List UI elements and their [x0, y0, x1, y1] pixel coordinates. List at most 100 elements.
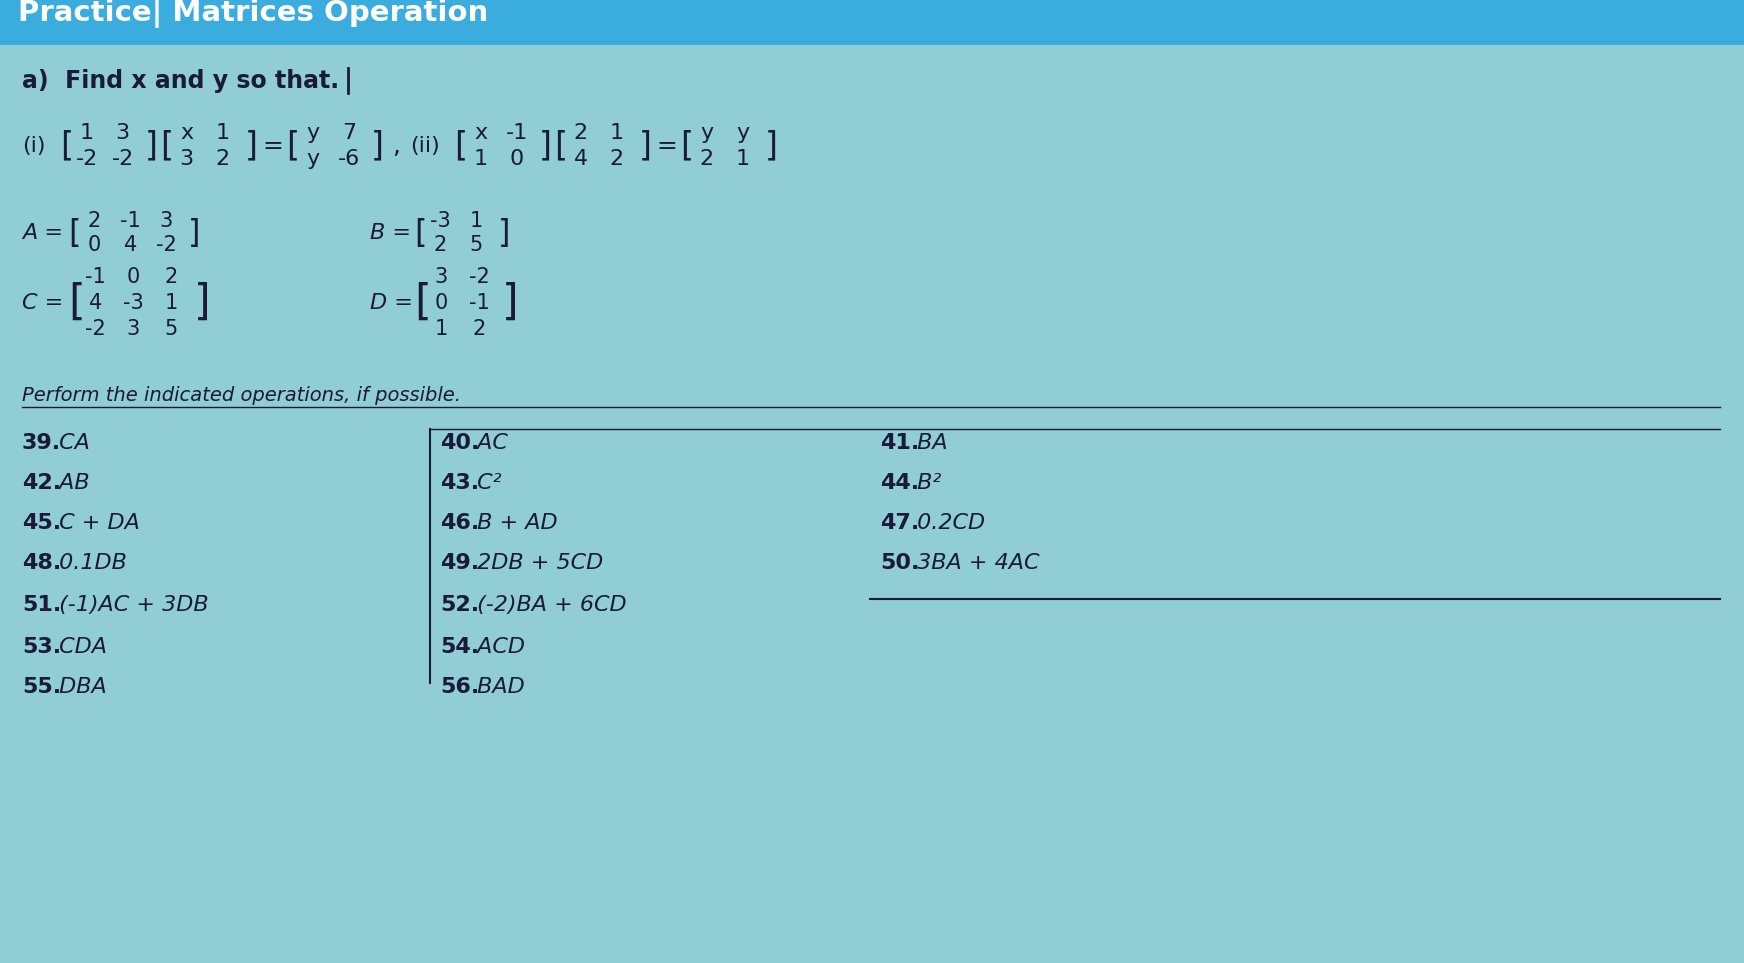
Text: -2: -2: [469, 267, 490, 287]
Text: 4: 4: [89, 293, 101, 313]
Text: ]: ]: [371, 129, 384, 163]
Text: 2: 2: [574, 123, 588, 143]
Text: 3: 3: [180, 149, 194, 169]
Text: 2: 2: [434, 235, 446, 255]
Text: C =: C =: [23, 293, 63, 313]
Text: 45.: 45.: [23, 513, 61, 533]
Text: [: [: [286, 129, 298, 163]
Text: =: =: [656, 134, 677, 158]
Text: B²: B²: [910, 473, 942, 493]
Text: (ii): (ii): [410, 136, 439, 156]
Text: -3: -3: [429, 211, 450, 231]
Text: 0: 0: [434, 293, 448, 313]
Text: x: x: [180, 123, 194, 143]
Text: (-2)BA + 6CD: (-2)BA + 6CD: [469, 595, 626, 615]
Text: ,: ,: [392, 134, 399, 158]
Text: 3BA + 4AC: 3BA + 4AC: [910, 553, 1039, 573]
Text: 39.: 39.: [23, 433, 61, 453]
Text: 53.: 53.: [23, 637, 61, 657]
Text: y: y: [307, 123, 319, 143]
Text: ]: ]: [502, 282, 520, 324]
Text: CDA: CDA: [52, 637, 106, 657]
Text: 1: 1: [474, 149, 488, 169]
Text: 46.: 46.: [439, 513, 480, 533]
Text: =: =: [262, 134, 283, 158]
Text: 3: 3: [115, 123, 129, 143]
Text: 41.: 41.: [881, 433, 919, 453]
Text: ]: ]: [766, 129, 778, 163]
Text: 1: 1: [469, 211, 483, 231]
Text: -2: -2: [112, 149, 134, 169]
Text: 3: 3: [160, 211, 173, 231]
Text: B + AD: B + AD: [469, 513, 558, 533]
Text: 43.: 43.: [439, 473, 480, 493]
Text: 3: 3: [127, 319, 140, 339]
Text: 2: 2: [699, 149, 713, 169]
Text: [: [: [453, 129, 467, 163]
Text: 44.: 44.: [881, 473, 919, 493]
Text: 2: 2: [216, 149, 230, 169]
Text: -1: -1: [120, 211, 141, 231]
Text: 50.: 50.: [881, 553, 919, 573]
Text: (i): (i): [23, 136, 45, 156]
Text: Practice| Matrices Operation: Practice| Matrices Operation: [17, 0, 488, 28]
Text: 4: 4: [124, 235, 136, 255]
Text: ]: ]: [188, 218, 201, 248]
Text: 0.1DB: 0.1DB: [52, 553, 127, 573]
Text: 56.: 56.: [439, 677, 480, 697]
Text: 52.: 52.: [439, 595, 480, 615]
Text: 2DB + 5CD: 2DB + 5CD: [469, 553, 603, 573]
Text: [: [: [413, 282, 431, 324]
Text: 55.: 55.: [23, 677, 61, 697]
Text: 47.: 47.: [881, 513, 919, 533]
Text: 2: 2: [164, 267, 178, 287]
Text: -6: -6: [338, 149, 359, 169]
Text: ACD: ACD: [469, 637, 525, 657]
Text: 4: 4: [574, 149, 588, 169]
Text: AC: AC: [469, 433, 508, 453]
Text: DBA: DBA: [52, 677, 106, 697]
Text: 40.: 40.: [439, 433, 480, 453]
Text: 5: 5: [164, 319, 178, 339]
Text: [: [: [160, 129, 173, 163]
Text: [: [: [59, 129, 73, 163]
Text: -3: -3: [122, 293, 143, 313]
Text: [: [: [68, 282, 85, 324]
Text: ]: ]: [499, 218, 511, 248]
Text: [: [: [413, 218, 427, 248]
Text: ]: ]: [145, 129, 157, 163]
Text: ]: ]: [638, 129, 652, 163]
Text: D =: D =: [370, 293, 413, 313]
Text: C²: C²: [469, 473, 502, 493]
Text: 0: 0: [509, 149, 523, 169]
Text: -2: -2: [75, 149, 98, 169]
Text: 49.: 49.: [439, 553, 480, 573]
Text: y: y: [701, 123, 713, 143]
Text: 1: 1: [434, 319, 448, 339]
Text: -2: -2: [85, 319, 106, 339]
Text: y: y: [307, 149, 319, 169]
Text: -1: -1: [85, 267, 106, 287]
Text: 7: 7: [342, 123, 356, 143]
Text: ]: ]: [194, 282, 211, 324]
Text: BAD: BAD: [469, 677, 525, 697]
Text: -1: -1: [506, 123, 528, 143]
Text: (-1)AC + 3DB: (-1)AC + 3DB: [52, 595, 209, 615]
Text: 48.: 48.: [23, 553, 61, 573]
Text: 5: 5: [469, 235, 483, 255]
Text: y: y: [736, 123, 750, 143]
Text: 1: 1: [610, 123, 624, 143]
Text: [: [: [68, 218, 80, 248]
Text: AB: AB: [52, 473, 89, 493]
Text: 54.: 54.: [439, 637, 480, 657]
Text: 1: 1: [164, 293, 178, 313]
Text: CA: CA: [52, 433, 91, 453]
Text: [: [: [555, 129, 567, 163]
Text: Perform the indicated operations, if possible.: Perform the indicated operations, if pos…: [23, 385, 460, 404]
FancyBboxPatch shape: [0, 0, 1744, 45]
Text: 1: 1: [216, 123, 230, 143]
Text: 1: 1: [80, 123, 94, 143]
Text: -1: -1: [469, 293, 490, 313]
Text: 0: 0: [87, 235, 101, 255]
Text: BA: BA: [910, 433, 947, 453]
